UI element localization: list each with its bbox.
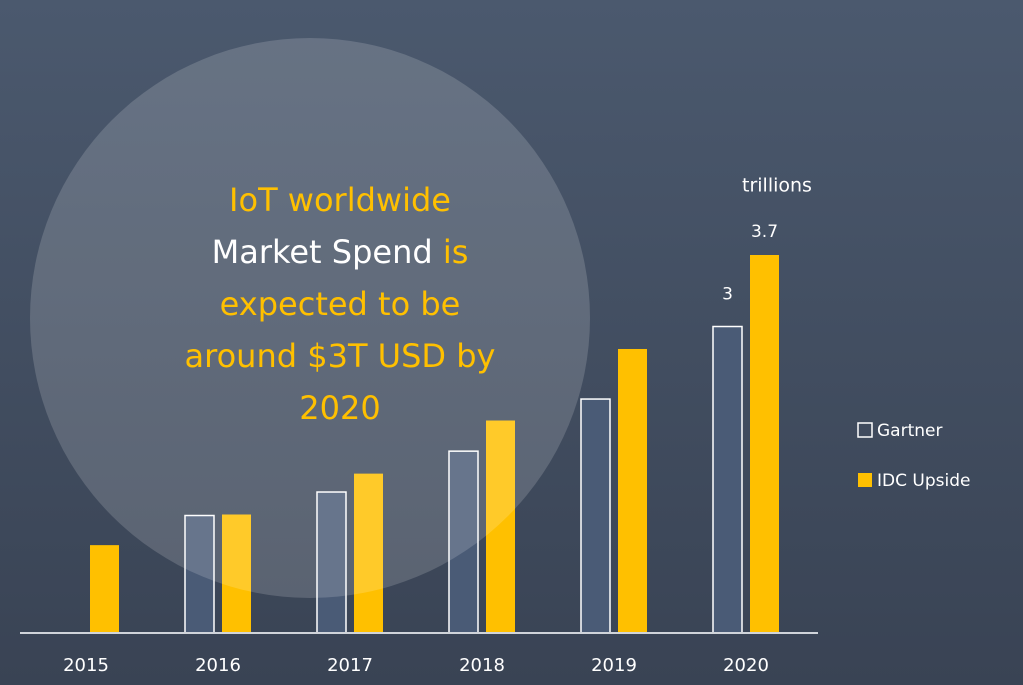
x-tick-label: 2018 bbox=[459, 655, 505, 676]
annotation-text: Market Spend bbox=[212, 233, 433, 271]
bar bbox=[222, 514, 251, 633]
highlight-circle bbox=[30, 38, 590, 598]
unit-label: trillions bbox=[742, 175, 812, 197]
x-tick-label: 2017 bbox=[327, 655, 373, 676]
x-tick-label: 2015 bbox=[63, 655, 109, 676]
bar bbox=[90, 545, 119, 633]
annotation-text: around $3T USD by bbox=[185, 337, 496, 375]
legend-label: Gartner bbox=[877, 421, 942, 441]
legend-label: IDC Upside bbox=[877, 471, 970, 491]
annotation-line: Market Spend is bbox=[212, 233, 469, 271]
annotation-line: IoT worldwide bbox=[229, 181, 451, 219]
bar bbox=[354, 473, 383, 633]
bar bbox=[580, 398, 611, 634]
annotation-text: 2020 bbox=[299, 389, 380, 427]
value-label: 3.7 bbox=[751, 222, 778, 242]
bar bbox=[618, 348, 647, 633]
value-label: 3 bbox=[722, 285, 733, 305]
x-tick-label: 2016 bbox=[195, 655, 241, 676]
legend-swatch bbox=[858, 473, 872, 487]
bar bbox=[750, 255, 779, 633]
x-tick-label: 2019 bbox=[591, 655, 637, 676]
bars bbox=[90, 255, 779, 634]
labels: 2015 2016 2017 2018 2019 2020 3 3.7 Gartner IDC U… bbox=[63, 181, 970, 676]
annotation-line: around $3T USD by bbox=[185, 337, 496, 375]
x-tick-label: 2020 bbox=[723, 655, 769, 676]
bar bbox=[712, 325, 743, 634]
annotation-text: IoT worldwide bbox=[229, 181, 451, 219]
annotation-line: expected to be bbox=[220, 285, 461, 323]
annotation-line: 2020 bbox=[299, 389, 380, 427]
annotation-text: is bbox=[433, 233, 469, 271]
annotation-text: expected to be bbox=[220, 285, 461, 323]
bar bbox=[486, 420, 515, 633]
legend-swatch bbox=[857, 422, 873, 438]
